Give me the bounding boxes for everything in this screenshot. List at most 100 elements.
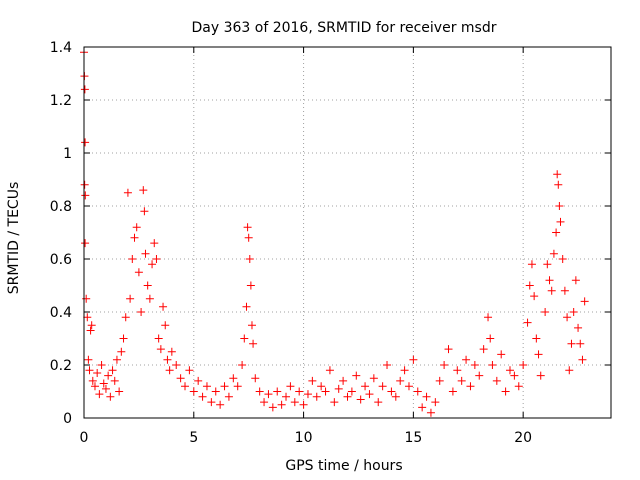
data-point [143, 281, 152, 290]
data-point [243, 223, 252, 232]
data-point [154, 334, 163, 343]
y-tick-label: 0.8 [50, 199, 72, 215]
data-point [404, 382, 413, 391]
data-point [530, 292, 539, 301]
data-point [211, 387, 220, 396]
data-point [189, 387, 198, 396]
data-point [247, 321, 256, 330]
data-point [580, 297, 589, 306]
data-point [159, 302, 168, 311]
data-point [567, 339, 576, 348]
data-point [525, 281, 534, 290]
data-point [194, 376, 203, 385]
y-tick-label: 0.4 [50, 305, 72, 321]
data-point [112, 355, 121, 364]
data-point [126, 294, 135, 303]
data-point [115, 387, 124, 396]
data-point [462, 355, 471, 364]
data-point [165, 366, 174, 375]
grid [84, 47, 611, 418]
data-point [80, 85, 89, 94]
data-point [150, 239, 159, 248]
data-point [260, 398, 269, 407]
data-point [137, 308, 146, 316]
data-point [527, 260, 536, 269]
data-point [514, 382, 523, 391]
data-point [578, 355, 587, 364]
data-point [224, 392, 233, 401]
y-tick-label: 0.2 [50, 358, 72, 374]
data-point [576, 339, 585, 348]
data-point [108, 366, 117, 375]
data-point [466, 382, 475, 391]
data-point [308, 376, 317, 385]
data-point [139, 186, 148, 195]
data-point [245, 255, 254, 263]
data-point [321, 387, 330, 396]
data-point [347, 387, 356, 396]
data-point [374, 398, 383, 407]
data-point [545, 276, 554, 285]
data-point [264, 390, 273, 399]
data-point [229, 374, 238, 383]
data-point [246, 281, 255, 290]
data-point [453, 366, 462, 375]
y-tick-label: 0 [63, 411, 72, 427]
data-point [132, 223, 141, 232]
data-point [255, 387, 264, 396]
data-point [85, 366, 94, 375]
data-point [369, 374, 378, 383]
data-point [93, 368, 102, 377]
data-point [244, 233, 253, 242]
data-point [317, 382, 326, 391]
data-point [181, 382, 190, 391]
data-point [470, 361, 479, 369]
data-point [519, 361, 528, 369]
data-point [167, 347, 176, 356]
data-point [492, 376, 501, 385]
data-point [134, 268, 143, 277]
data-point [87, 321, 96, 330]
data-point [444, 345, 453, 354]
data-point [251, 374, 260, 383]
y-tick-label: 0.6 [50, 252, 72, 268]
data-point [172, 361, 181, 369]
data-point [130, 233, 139, 242]
data-point [547, 286, 556, 295]
data-point [295, 387, 304, 396]
data-point [277, 400, 286, 409]
data-point [325, 366, 334, 375]
axes: 0 0.2 0.4 0.6 0.8 1 1.2 1.4 0 5 10 15 20 [50, 40, 611, 446]
data-point [207, 398, 216, 407]
data-point [555, 202, 564, 210]
data-point [101, 384, 110, 393]
data-point [202, 382, 211, 391]
x-axis-label: GPS time / hours [285, 458, 402, 474]
data-point [303, 390, 312, 399]
data-point [413, 387, 422, 396]
data-point [365, 390, 374, 399]
y-axis-label: SRMTID / TECUs [6, 182, 22, 295]
data-point [563, 313, 572, 322]
data-point [497, 350, 506, 359]
data-point [152, 255, 161, 263]
data-point [330, 398, 339, 407]
data-point [339, 376, 348, 385]
data-point [475, 371, 484, 380]
x-tick-label: 10 [295, 430, 313, 446]
data-point [220, 382, 229, 391]
data-point [198, 392, 207, 401]
data-point [161, 321, 170, 330]
data-series [80, 48, 589, 417]
data-point [343, 392, 352, 401]
data-point [82, 294, 91, 303]
data-point [488, 361, 497, 369]
data-point [569, 308, 578, 316]
data-point [121, 313, 130, 322]
data-point [484, 313, 493, 322]
data-point [123, 188, 132, 197]
plot-frame [83, 46, 612, 419]
data-point [81, 191, 90, 200]
data-point [457, 376, 466, 385]
data-point [552, 228, 561, 237]
